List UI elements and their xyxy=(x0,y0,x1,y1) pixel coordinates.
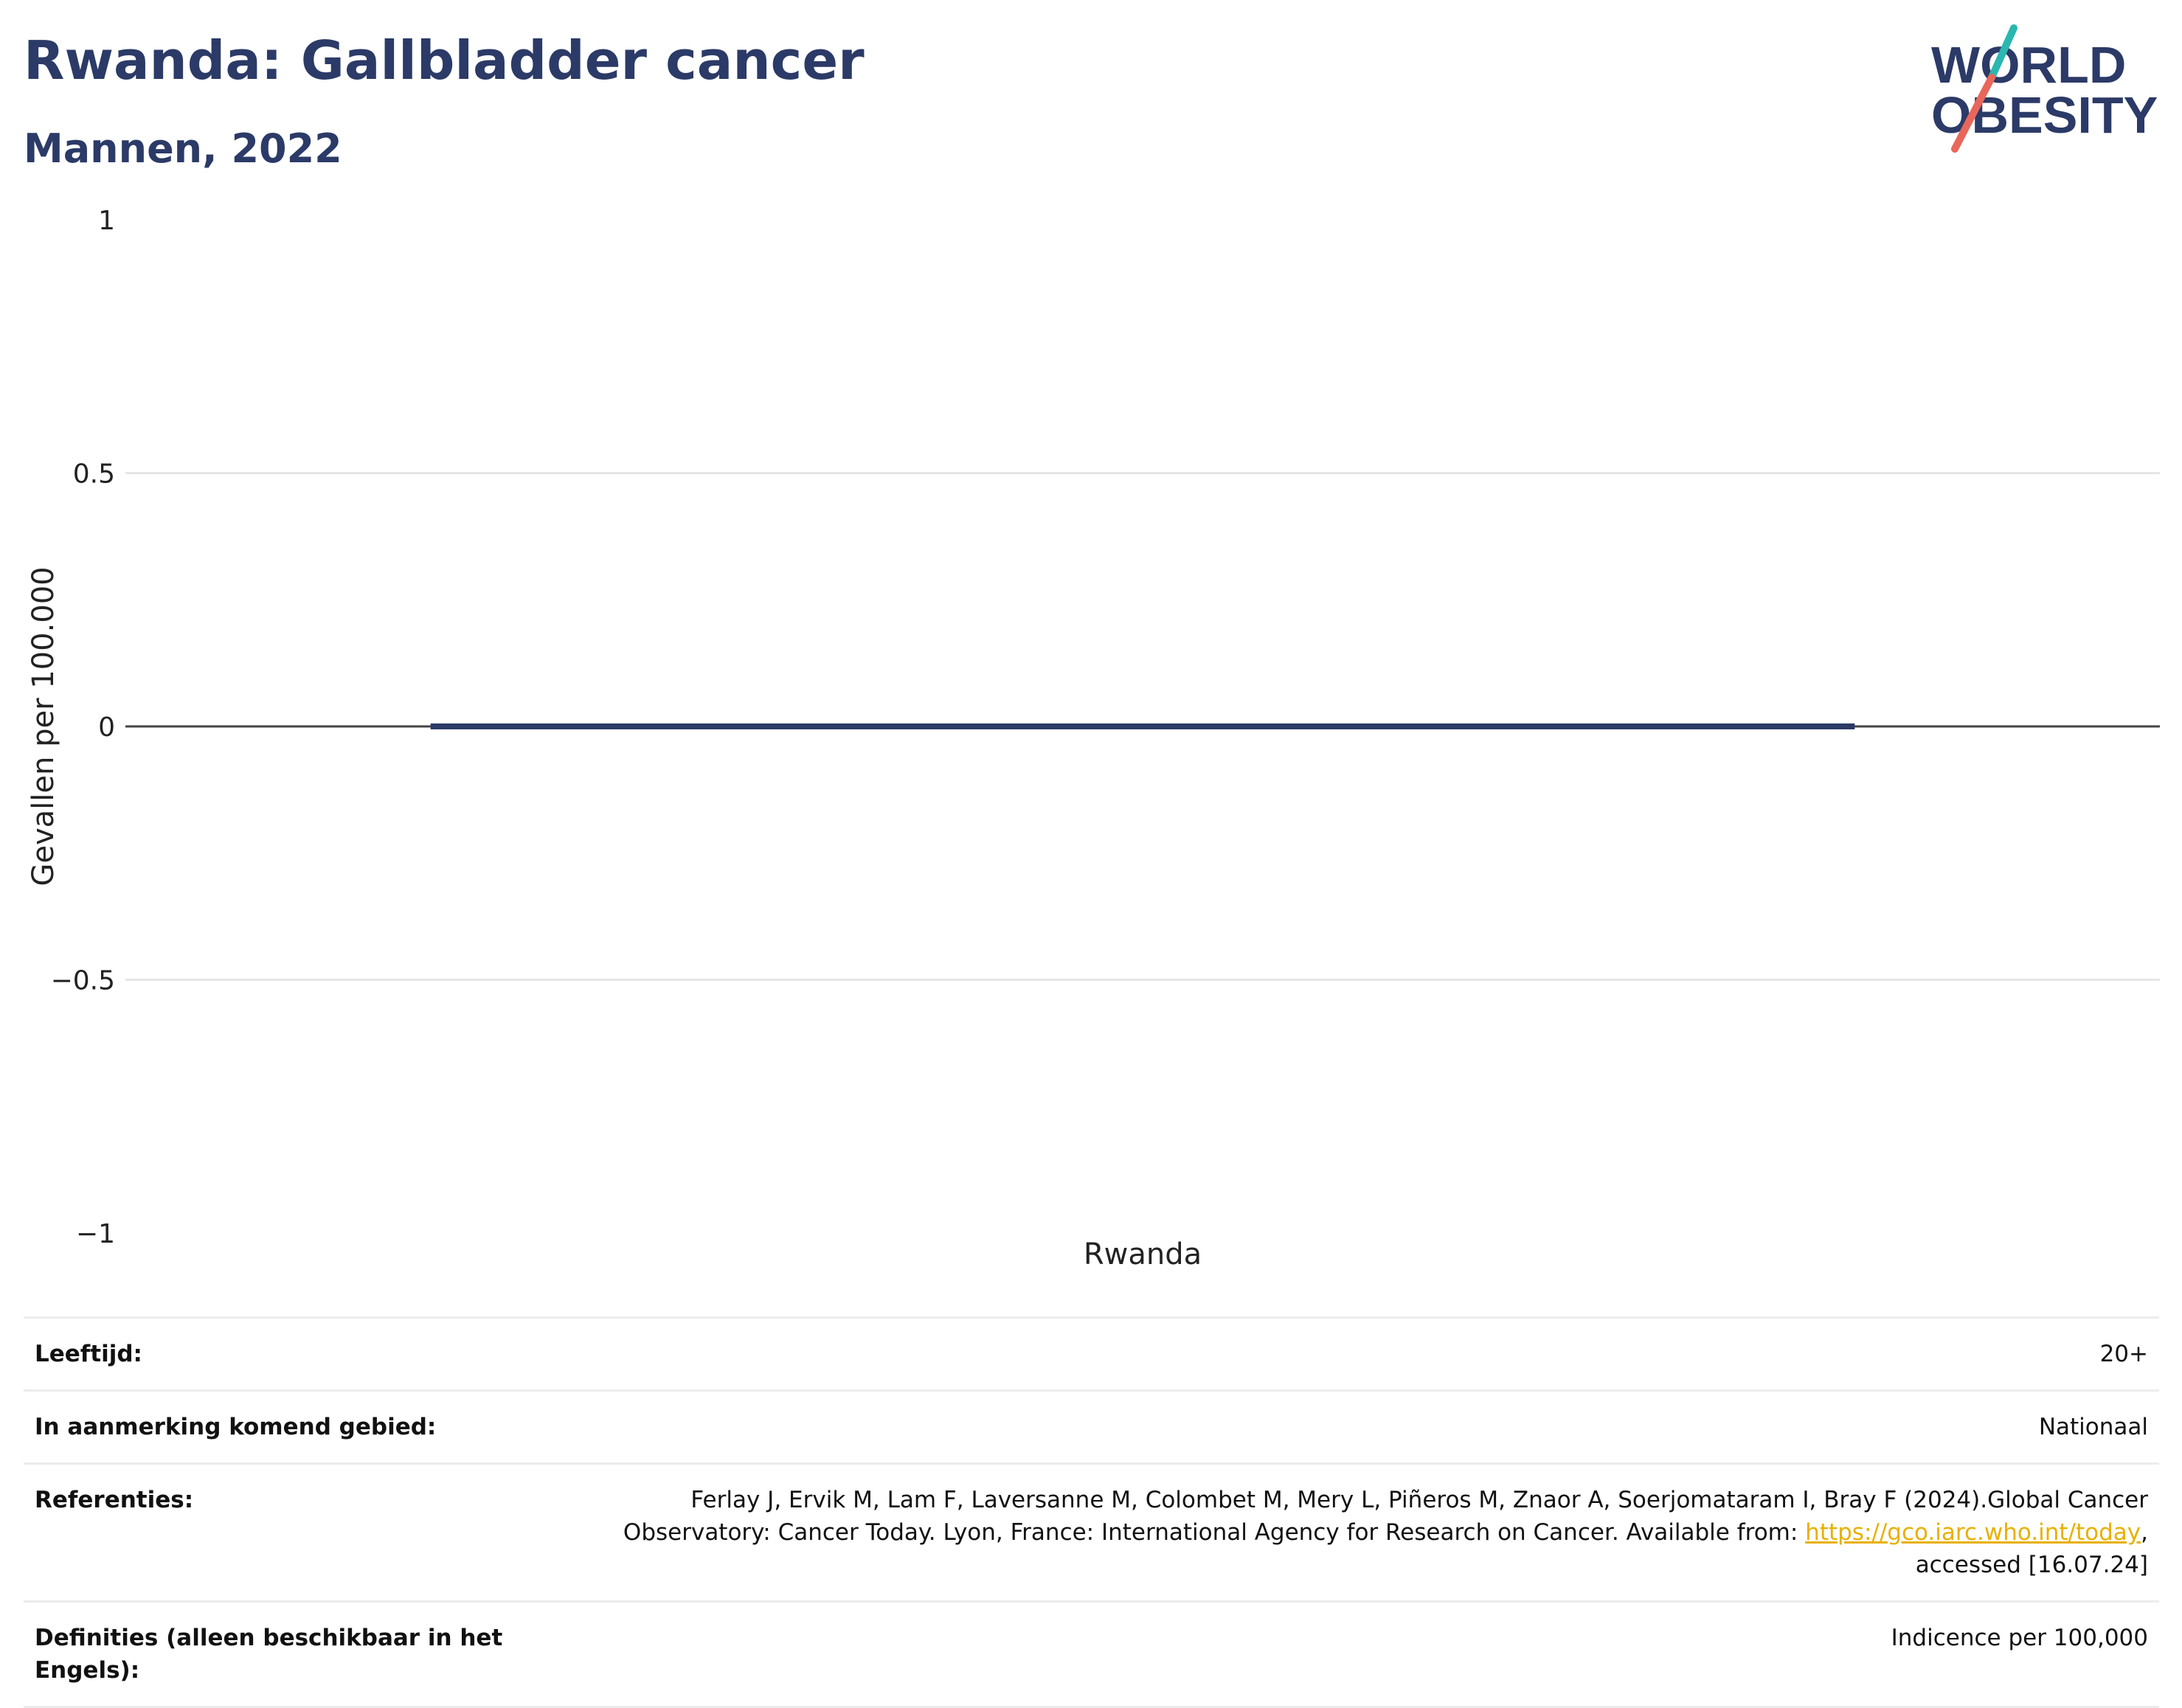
info-label: In aanmerking komend gebied: xyxy=(35,1414,437,1440)
info-value: Nationaal xyxy=(2038,1414,2148,1440)
x-tick-labels: Rwanda xyxy=(1084,1237,1202,1271)
bar-rwanda[interactable] xyxy=(430,723,1855,729)
info-row-area: In aanmerking komend gebied: Nationaal xyxy=(24,1389,2159,1462)
logo-line1: WORLD xyxy=(1931,36,2126,94)
x-tick-label: Rwanda xyxy=(1084,1237,1202,1271)
reference-text: Ferlay J, Ervik M, Lam F, Laversanne M, … xyxy=(623,1487,2148,1546)
y-tick-label: −0.5 xyxy=(51,966,115,996)
info-value: Ferlay J, Ervik M, Lam F, Laversanne M, … xyxy=(562,1484,2148,1581)
world-obesity-logo[interactable]: WORLD OBESITY xyxy=(1918,22,2169,155)
reference-link[interactable]: https://gco.iarc.who.int/today xyxy=(1805,1519,2141,1546)
page-title: Rwanda: Gallbladder cancer xyxy=(24,29,865,91)
info-row-definitions: Definities (alleen beschikbaar in het En… xyxy=(24,1600,2159,1708)
y-tick-label: 0.5 xyxy=(73,459,115,490)
y-tick-labels: 1 0.5 0 −0.5 −1 xyxy=(51,206,115,1249)
info-table: Leeftijd: 20+ In aanmerking komend gebie… xyxy=(24,1316,2159,1708)
bar-chart: 1 0.5 0 −0.5 −1 Rwanda Gevallen per 100.000 xyxy=(27,206,2160,1271)
info-value: Indicence per 100,000 xyxy=(1891,1625,2148,1651)
info-label: Leeftijd: xyxy=(35,1341,142,1367)
y-tick-label: −1 xyxy=(76,1219,115,1249)
reference-text-end: , accessed [16.07.24] xyxy=(1915,1519,2148,1578)
info-label: Referenties: xyxy=(35,1487,194,1513)
info-value: 20+ xyxy=(2099,1341,2148,1367)
info-row-references: Referenties: Ferlay J, Ervik M, Lam F, L… xyxy=(24,1462,2159,1600)
y-tick-label: 0 xyxy=(98,712,115,743)
y-tick-label: 1 xyxy=(98,206,115,236)
page-subtitle: Mannen, 2022 xyxy=(24,125,342,172)
info-row-age: Leeftijd: 20+ xyxy=(24,1316,2159,1389)
logo-slash-bottom xyxy=(1951,74,1995,153)
logo-slash-top xyxy=(1988,24,2018,81)
y-axis-label: Gevallen per 100.000 xyxy=(27,566,60,886)
bars xyxy=(430,723,1855,729)
info-label: Definities (alleen beschikbaar in het En… xyxy=(35,1625,503,1684)
